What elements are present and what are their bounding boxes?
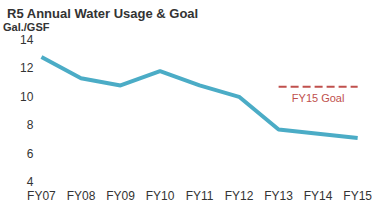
svg-text:4: 4	[27, 175, 34, 189]
svg-text:FY13: FY13	[264, 189, 293, 203]
svg-text:8: 8	[27, 118, 34, 132]
svg-text:FY14: FY14	[304, 189, 333, 203]
svg-text:FY15: FY15	[343, 189, 372, 203]
svg-text:FY08: FY08	[67, 189, 96, 203]
svg-text:10: 10	[20, 90, 34, 104]
svg-text:FY10: FY10	[146, 189, 175, 203]
svg-text:12: 12	[20, 61, 34, 75]
svg-text:Gal./GSF: Gal./GSF	[3, 21, 50, 33]
svg-text:FY11: FY11	[186, 189, 214, 203]
svg-text:FY07: FY07	[27, 189, 56, 203]
svg-text:FY09: FY09	[106, 189, 135, 203]
svg-text:R5 Annual Water Usage & Goal: R5 Annual Water Usage & Goal	[7, 6, 198, 21]
svg-text:6: 6	[27, 147, 34, 161]
svg-text:FY15 Goal: FY15 Goal	[292, 92, 345, 104]
svg-text:FY12: FY12	[225, 189, 254, 203]
svg-text:14: 14	[20, 33, 34, 47]
